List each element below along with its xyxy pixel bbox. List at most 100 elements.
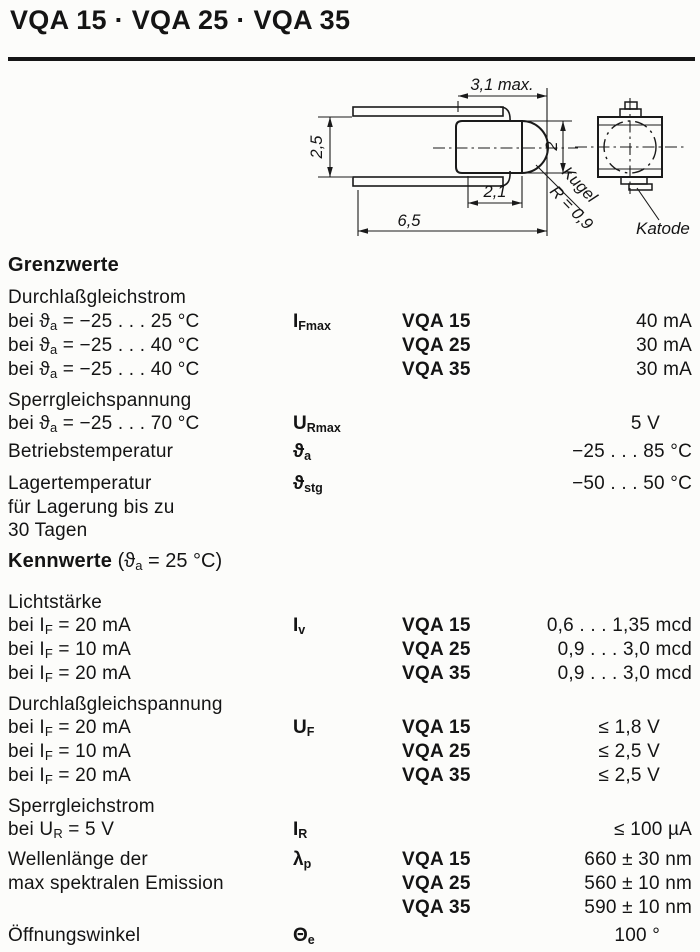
row-value: ≤ 1,8 V xyxy=(598,717,660,738)
table-data-row: bei IF = 20 mA UF VQA 15 ≤ 1,8 V xyxy=(0,716,700,740)
row-symbol: UF xyxy=(293,717,315,739)
row-type: VQA 25 xyxy=(402,639,471,660)
row-type: VQA 35 xyxy=(402,897,471,918)
row-value: 0,9 . . . 3,0 mcd xyxy=(557,639,692,660)
led-side-view: 3,1 max. 2,5 2 2,1 xyxy=(308,76,601,236)
table-label-row: Sperrgleichspannung xyxy=(0,389,700,413)
led-body xyxy=(455,120,523,174)
table-label-row: Sperrgleichstrom xyxy=(0,795,700,819)
table-data-row: bei ϑa = −25 . . . 70 °C URmax 5 V xyxy=(0,412,700,436)
row-value: ≤ 2,5 V xyxy=(598,741,660,762)
katode-leader-line xyxy=(636,187,660,221)
row-value: 5 V xyxy=(630,413,660,434)
row-condition: bei ϑa = −25 . . . 40 °C xyxy=(8,359,200,381)
section-heading-grenzwerte: Grenzwerte xyxy=(8,254,119,276)
parameter-label: Lichtstärke xyxy=(8,592,103,613)
row-symbol: Iv xyxy=(293,615,306,637)
row-value: 590 ± 10 nm xyxy=(584,897,692,918)
row-condition: bei ϑa = −25 . . . 70 °C xyxy=(8,413,200,435)
table-label-row: Durchlaßgleichstrom xyxy=(0,286,700,310)
row-symbol: ϑstg xyxy=(293,473,323,495)
table-data-row: Lagertemperatur ϑstg −50 . . . 50 °C xyxy=(0,472,700,496)
row-type: VQA 15 xyxy=(402,311,471,332)
row-value: 0,6 . . . 1,35 mcd xyxy=(546,615,692,636)
row-symbol: IR xyxy=(293,819,308,841)
table-label-row: 30 Tagen xyxy=(0,519,700,543)
row-type: VQA 35 xyxy=(402,663,471,684)
anode-lead-bend xyxy=(499,106,511,123)
table-data-row: VQA 35 590 ± 10 nm xyxy=(0,896,700,920)
table-data-row: bei IF = 20 mA Iv VQA 15 0,6 . . . 1,35 … xyxy=(0,614,700,638)
row-type: VQA 35 xyxy=(402,359,471,380)
row-symbol: IFmax xyxy=(293,311,331,333)
section-heading-kennwerte: Kennwerte (ϑa = 25 °C) xyxy=(8,550,223,573)
led-dome xyxy=(521,120,549,174)
row-symbol: URmax xyxy=(293,413,341,435)
row-symbol: Θe xyxy=(293,925,315,947)
katode-label: Katode xyxy=(636,219,690,238)
row-symbol: ϑa xyxy=(293,441,312,463)
row-value: 100 ° xyxy=(614,925,660,946)
row-value: −50 . . . 50 °C xyxy=(572,473,692,494)
dim-width-max-label: 3,1 max. xyxy=(470,76,533,94)
row-type: VQA 25 xyxy=(402,335,471,356)
row-condition: max spektralen Emission xyxy=(8,873,224,894)
row-condition: Betriebstemperatur xyxy=(8,441,174,462)
parameter-label: 30 Tagen xyxy=(8,520,88,541)
row-type: VQA 25 xyxy=(402,873,471,894)
anode-lead xyxy=(352,106,504,117)
cathode-tab xyxy=(620,176,648,185)
table-data-row: bei UR = 5 V IR ≤ 100 µA xyxy=(0,818,700,842)
table-data-row: bei IF = 20 mA VQA 35 0,9 . . . 3,0 mcd xyxy=(0,662,700,686)
row-condition: Lagertemperatur xyxy=(8,473,152,494)
table-label-row: Lichtstärke xyxy=(0,591,700,615)
row-value: 30 mA xyxy=(636,335,692,356)
kugel-leader-line xyxy=(535,164,585,214)
dim-lead-spacing-label: 2,5 xyxy=(308,135,326,160)
row-value: 30 mA xyxy=(636,359,692,380)
row-type: VQA 25 xyxy=(402,741,471,762)
row-condition: bei UR = 5 V xyxy=(8,819,115,841)
table-data-row: bei IF = 10 mA VQA 25 0,9 . . . 3,0 mcd xyxy=(0,638,700,662)
table-label-row: Durchlaßgleichspannung xyxy=(0,693,700,717)
row-condition: bei IF = 20 mA xyxy=(8,663,132,685)
table-data-row: bei IF = 20 mA VQA 35 ≤ 2,5 V xyxy=(0,764,700,788)
row-type: VQA 15 xyxy=(402,717,471,738)
row-value: ≤ 100 µA xyxy=(614,819,692,840)
row-type: VQA 15 xyxy=(402,849,471,870)
row-condition: bei ϑa = −25 . . . 40 °C xyxy=(8,335,200,357)
row-type: VQA 35 xyxy=(402,765,471,786)
dim-dome-diameter-label: 2 xyxy=(543,141,561,151)
table-label-row: für Lagerung bis zu xyxy=(0,496,700,520)
row-value: −25 . . . 85 °C xyxy=(572,441,692,462)
table-data-row: Öffnungswinkel Θe 100 ° xyxy=(0,924,700,948)
title-rule xyxy=(8,57,695,61)
row-symbol: λp xyxy=(293,849,312,871)
table-data-row: bei ϑa = −25 . . . 25 °C IFmax VQA 15 40… xyxy=(0,310,700,334)
parameter-label: Sperrgleichspannung xyxy=(8,390,192,411)
row-value: 40 mA xyxy=(636,311,692,332)
package-dimension-drawing: 3,1 max. 2,5 2 2,1 xyxy=(308,76,690,238)
row-condition: Wellenlänge der xyxy=(8,849,148,870)
row-type: VQA 15 xyxy=(402,615,471,636)
parameter-label: Durchlaßgleichspannung xyxy=(8,694,223,715)
parameter-label: für Lagerung bis zu xyxy=(8,497,175,518)
row-value: ≤ 2,5 V xyxy=(598,765,660,786)
row-value: 560 ± 10 nm xyxy=(584,873,692,894)
row-condition: bei IF = 20 mA xyxy=(8,765,132,787)
table-data-row: bei IF = 10 mA VQA 25 ≤ 2,5 V xyxy=(0,740,700,764)
table-data-row: Wellenlänge der λp VQA 15 660 ± 30 nm xyxy=(0,848,700,872)
table-data-row: bei ϑa = −25 . . . 40 °C VQA 25 30 mA xyxy=(0,334,700,358)
table-data-row: Betriebstemperatur ϑa −25 . . . 85 °C xyxy=(0,440,700,464)
row-condition: bei IF = 20 mA xyxy=(8,615,132,637)
row-condition: bei IF = 10 mA xyxy=(8,741,132,763)
cathode-lead xyxy=(352,176,504,187)
parameter-label: Durchlaßgleichstrom xyxy=(8,287,187,308)
row-value: 0,9 . . . 3,0 mcd xyxy=(557,663,692,684)
table-data-row: max spektralen Emission VQA 25 560 ± 10 … xyxy=(0,872,700,896)
row-condition: bei IF = 20 mA xyxy=(8,717,132,739)
page-title: VQA 15 · VQA 25 · VQA 35 xyxy=(10,5,351,35)
row-condition: bei IF = 10 mA xyxy=(8,639,132,661)
parameter-label: Sperrgleichstrom xyxy=(8,796,155,817)
